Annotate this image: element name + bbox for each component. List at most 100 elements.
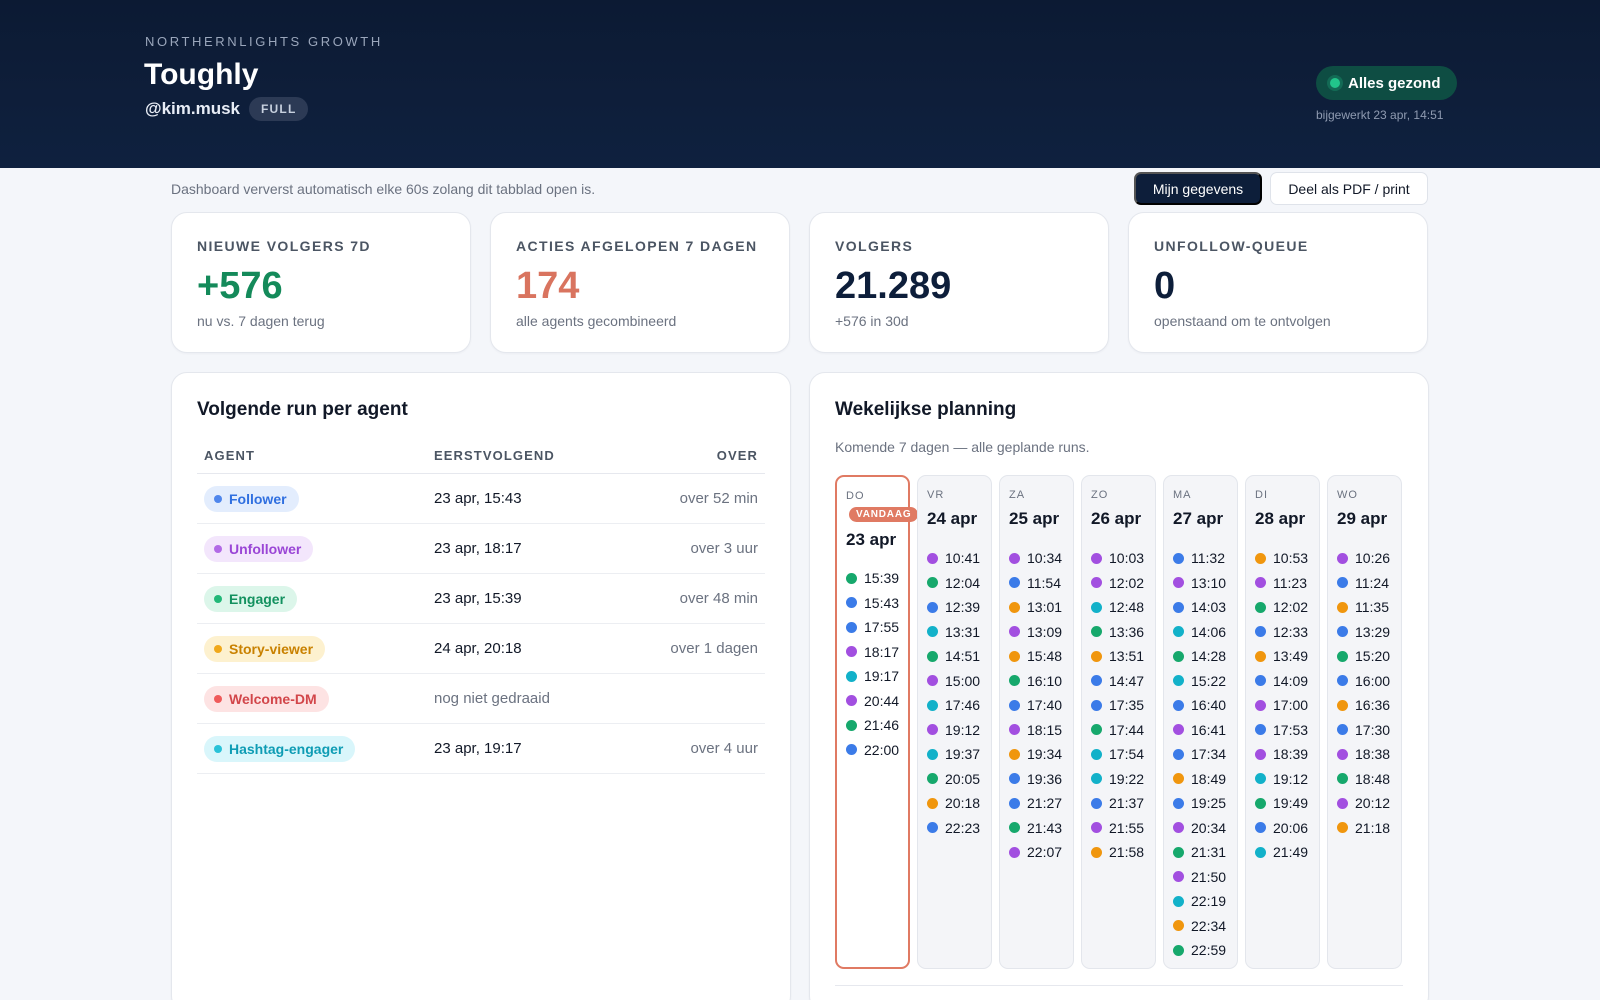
scheduled-run: 15:22 [1173, 669, 1226, 694]
account-title: Toughly [144, 58, 259, 91]
share-pdf-button[interactable]: Deel als PDF / print [1270, 172, 1428, 205]
agent-dot-icon [1009, 650, 1020, 662]
kpi-actions-7d: ACTIES AFGELOPEN 7 DAGEN 174 alle agents… [490, 212, 790, 353]
workspace-name: NORTHERNLIGHTS GROWTH [145, 34, 383, 49]
scheduled-run: 22:19 [1173, 889, 1226, 914]
scheduled-run: 13:29 [1337, 620, 1390, 645]
agent-dot-icon [1173, 626, 1184, 638]
day-date: 24 apr [927, 509, 978, 528]
run-time: 19:36 [1027, 770, 1063, 787]
scheduled-run: 14:28 [1173, 644, 1226, 669]
scheduled-run: 11:54 [1009, 571, 1062, 596]
run-time: 13:10 [1191, 574, 1227, 591]
kpi-subtext: nu vs. 7 dagen terug [197, 313, 325, 329]
run-time: 16:10 [1027, 672, 1063, 689]
agent-dot-icon [1173, 846, 1184, 858]
day-of-week: DI [1255, 489, 1268, 501]
agent-dot-icon [1255, 626, 1266, 638]
scheduled-run: 21:37 [1091, 791, 1144, 816]
run-time: 19:37 [945, 746, 981, 763]
run-time: 12:39 [945, 599, 981, 616]
run-time: 21:27 [1027, 795, 1063, 812]
run-time: 16:40 [1191, 697, 1227, 714]
run-time: 14:09 [1273, 672, 1309, 689]
scheduled-run: 21:27 [1009, 791, 1062, 816]
scheduled-run: 12:02 [1091, 571, 1144, 596]
health-status-label: Alles gezond [1348, 74, 1441, 92]
run-time: 21:31 [1191, 844, 1227, 861]
agent-dot-icon [1337, 724, 1348, 736]
next-run-time: 23 apr, 19:17 [434, 740, 522, 757]
day-of-week: MA [1173, 489, 1192, 501]
agent-dot-icon [214, 695, 222, 703]
scheduled-run: 15:20 [1337, 644, 1390, 669]
table-row: Story-viewer 24 apr, 20:18 over 1 dagen [197, 624, 765, 674]
scheduled-run: 13:31 [927, 620, 980, 645]
scheduled-run: 18:49 [1173, 767, 1226, 792]
run-time: 17:55 [864, 619, 900, 636]
run-time: 18:17 [864, 643, 900, 660]
agent-dot-icon [1255, 675, 1266, 687]
agent-dot-icon [846, 670, 857, 682]
run-time: 22:34 [1191, 917, 1227, 934]
kpi-subtext: alle agents gecombineerd [516, 313, 677, 329]
my-data-button[interactable]: Mijn gegevens [1134, 172, 1262, 205]
run-time: 22:23 [945, 819, 981, 836]
agent-dot-icon [1255, 699, 1266, 711]
run-time: 19:49 [1273, 795, 1309, 812]
account-handle: @kim.musk [145, 99, 241, 118]
run-time: 12:04 [945, 574, 981, 591]
scheduled-run: 21:49 [1255, 840, 1308, 865]
agent-dot-icon [1255, 773, 1266, 785]
agents-table: AGENT EERSTVOLGEND OVER Follower 23 apr, … [197, 438, 765, 774]
next-run-panel: Volgende run per agent AGENT EERSTVOLGEN… [171, 372, 791, 1000]
scheduled-run: 14:51 [927, 644, 980, 669]
next-run-time: 23 apr, 18:17 [434, 540, 522, 557]
agent-dot-icon [1009, 626, 1020, 638]
agent-dot-icon [927, 822, 938, 834]
agent-dot-icon [1009, 748, 1020, 760]
day-of-week: DO [846, 490, 865, 502]
run-time: 11:54 [1027, 574, 1061, 591]
agent-dot-icon [1009, 675, 1020, 687]
run-time: 14:06 [1191, 623, 1227, 640]
run-time: 13:01 [1027, 599, 1063, 616]
divider [835, 985, 1403, 986]
kpi-label: NIEUWE VOLGERS 7D [197, 238, 371, 254]
run-time: 15:22 [1191, 672, 1227, 689]
kpi-subtext: openstaand om te ontvolgen [1154, 313, 1331, 329]
agent-dot-icon [214, 545, 222, 553]
scheduled-run: 21:46 [846, 713, 899, 738]
agent-name: Follower [229, 491, 287, 507]
run-time: 22:07 [1027, 844, 1063, 861]
panel-title: Wekelijkse planning [835, 399, 1017, 420]
scheduled-run: 17:30 [1337, 718, 1390, 743]
scheduled-run: 22:00 [846, 738, 899, 763]
run-time: 17:34 [1191, 746, 1227, 763]
scheduled-run: 14:03 [1173, 595, 1226, 620]
run-time: 20:12 [1355, 795, 1391, 812]
table-row: Welcome-DM nog niet gedraaid [197, 674, 765, 724]
run-time: 21:18 [1355, 819, 1391, 836]
next-run-time: 23 apr, 15:43 [434, 490, 522, 507]
scheduled-run: 16:41 [1173, 718, 1226, 743]
run-time: 22:19 [1191, 893, 1227, 910]
run-time: 13:09 [1027, 623, 1063, 640]
kpi-label: VOLGERS [835, 238, 914, 254]
scheduled-run: 12:04 [927, 571, 980, 596]
run-time: 17:35 [1109, 697, 1145, 714]
agent-dot-icon [1091, 724, 1102, 736]
agent-dot-icon [846, 646, 857, 658]
scheduled-run: 19:22 [1091, 767, 1144, 792]
table-header: AGENT EERSTVOLGEND OVER [197, 438, 765, 474]
agent-badge: Story-viewer [204, 636, 326, 662]
agent-dot-icon [1091, 650, 1102, 662]
scheduled-run: 18:39 [1255, 742, 1308, 767]
agent-dot-icon [1009, 724, 1020, 736]
agent-dot-icon [1173, 650, 1184, 662]
run-time: 19:12 [1273, 770, 1309, 787]
kpi-followers: VOLGERS 21.289 +576 in 30d [809, 212, 1109, 353]
agent-dot-icon [1337, 626, 1348, 638]
run-time: 18:38 [1355, 746, 1391, 763]
table-row: Engager 23 apr, 15:39 over 48 min [197, 574, 765, 624]
